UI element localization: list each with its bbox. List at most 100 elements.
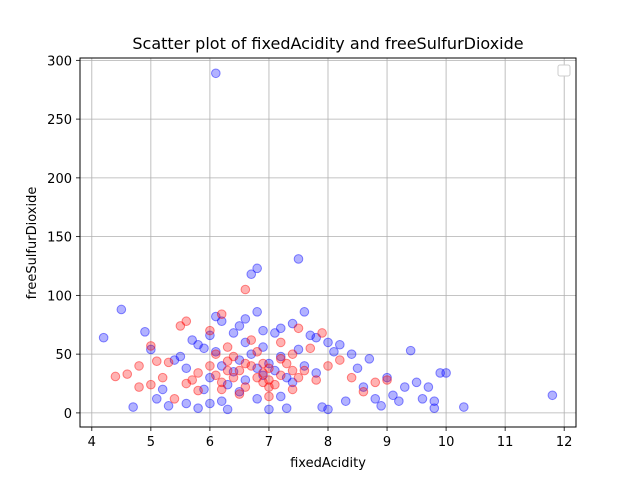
x-tick-label: 6 xyxy=(206,435,214,450)
red-data-point xyxy=(228,351,239,362)
blue-data-point xyxy=(441,368,451,378)
blue-data-point xyxy=(181,363,192,374)
blue-data-point xyxy=(240,375,251,385)
red-data-point xyxy=(287,384,298,395)
blue-data-point xyxy=(205,398,215,409)
blue-data-point xyxy=(140,327,150,337)
blue-data-point xyxy=(157,384,168,395)
blue-data-point xyxy=(382,372,392,383)
red-data-point xyxy=(146,379,156,390)
red-data-point xyxy=(222,342,233,352)
x-tick-label: 5 xyxy=(147,435,155,450)
blue-data-point xyxy=(429,396,440,406)
blue-data-point xyxy=(246,349,257,359)
red-data-point xyxy=(335,355,345,365)
x-tick-label: 4 xyxy=(88,435,96,450)
red-data-point xyxy=(346,372,357,383)
blue-data-point xyxy=(216,316,227,327)
blue-data-point xyxy=(547,390,558,401)
red-data-point xyxy=(205,361,215,371)
blue-data-point xyxy=(211,311,221,322)
red-data-point xyxy=(252,372,262,383)
red-data-point xyxy=(287,365,298,376)
red-data-point xyxy=(110,371,121,382)
blue-data-point xyxy=(163,401,174,411)
blue-data-point xyxy=(311,368,321,378)
blue-data-point xyxy=(281,372,292,383)
red-data-point xyxy=(134,382,144,392)
x-tick-label: 9 xyxy=(383,435,391,450)
blue-data-point xyxy=(405,345,416,356)
red-data-point xyxy=(240,358,251,369)
blue-data-point xyxy=(116,304,127,315)
blue-data-point xyxy=(435,368,445,378)
y-tick-label: 250 xyxy=(47,113,72,128)
red-data-point xyxy=(216,377,227,388)
y-tick-label: 50 xyxy=(55,348,72,363)
blue-data-point xyxy=(211,346,221,357)
blue-data-point xyxy=(175,351,186,362)
blue-data-point xyxy=(459,402,469,412)
blue-data-point xyxy=(258,342,268,352)
blue-data-point xyxy=(323,404,333,415)
blue-data-point xyxy=(370,393,381,404)
blue-data-point xyxy=(199,384,209,395)
blue-data-point xyxy=(222,379,233,390)
blue-data-point xyxy=(376,401,386,411)
blue-data-point xyxy=(346,349,357,359)
red-data-point xyxy=(252,346,262,357)
red-data-point xyxy=(281,358,292,369)
y-tick-label: 200 xyxy=(47,172,72,187)
blue-data-point xyxy=(417,393,428,404)
red-data-point xyxy=(293,372,304,383)
red-data-point xyxy=(234,389,245,399)
blue-data-point xyxy=(258,325,268,336)
blue-data-point xyxy=(317,402,327,412)
red-data-point xyxy=(323,361,333,371)
blue-data-point xyxy=(234,355,245,365)
blue-data-point xyxy=(246,269,257,280)
red-data-point xyxy=(193,385,203,396)
blue-data-point xyxy=(305,330,316,341)
blue-data-point xyxy=(270,328,280,338)
blue-data-point xyxy=(146,344,156,355)
blue-data-point xyxy=(234,321,245,331)
blue-data-point xyxy=(287,318,298,329)
blue-data-point xyxy=(281,403,292,413)
y-axis-label: freeSulfurDioxide xyxy=(25,187,40,300)
red-data-point xyxy=(240,382,251,392)
blue-data-point xyxy=(287,377,298,388)
blue-data-point xyxy=(193,403,203,413)
blue-data-point xyxy=(293,344,304,355)
blue-data-point xyxy=(323,337,333,348)
red-data-point xyxy=(181,378,192,389)
red-data-point xyxy=(246,335,257,345)
red-data-point xyxy=(270,379,280,390)
red-data-point xyxy=(134,361,144,371)
red-data-point xyxy=(169,393,180,404)
grid-lines xyxy=(80,58,576,427)
blue-data-point xyxy=(394,396,404,406)
blue-data-point xyxy=(228,366,239,377)
blue-data-point xyxy=(299,307,310,317)
red-data-point xyxy=(163,357,174,368)
red-data-point xyxy=(175,321,186,331)
blue-data-point xyxy=(216,361,227,371)
red-data-point xyxy=(234,365,245,376)
blue-data-point xyxy=(151,393,162,404)
blue-data-point xyxy=(240,314,251,324)
blue-data-point xyxy=(205,330,215,341)
red-data-point xyxy=(264,375,274,385)
red-data-point xyxy=(264,391,274,402)
blue-data-point xyxy=(411,377,422,388)
red-data-point xyxy=(122,369,133,379)
blue-data-point xyxy=(399,382,410,392)
x-tick-label: 10 xyxy=(438,435,455,450)
blue-data-point xyxy=(181,398,192,409)
red-data-point xyxy=(311,375,321,385)
red-data-point xyxy=(151,356,162,366)
red-data-point xyxy=(382,375,392,385)
blue-data-point xyxy=(275,391,286,402)
